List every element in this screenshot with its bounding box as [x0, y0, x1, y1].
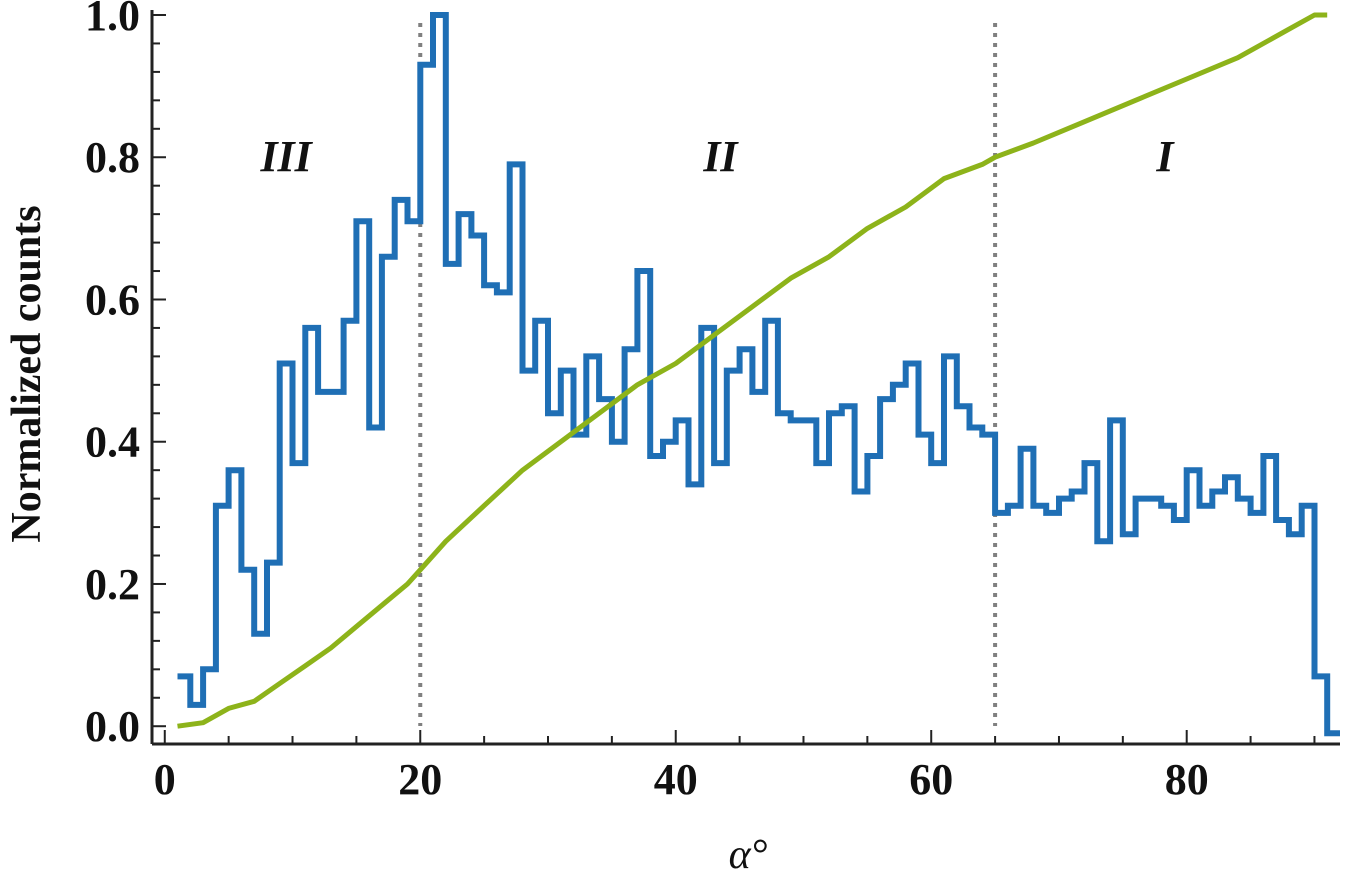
x-tick-label: 60: [909, 755, 953, 804]
x-tick-label: 0: [154, 755, 176, 804]
y-tick-label: 0.8: [85, 133, 140, 182]
x-tick-label: 20: [398, 755, 442, 804]
x-axis-title: α°: [729, 832, 768, 878]
series-layer: [177, 12, 1340, 737]
region-labels: III II I: [259, 132, 1175, 181]
y-axis-title: Normalized counts: [4, 205, 50, 542]
region-label: III: [259, 132, 313, 181]
x-tick-label: 80: [1165, 755, 1209, 804]
region-label: I: [1155, 132, 1175, 181]
region-label: II: [702, 132, 739, 181]
y-tick-label: 1.0: [85, 0, 140, 40]
y-ticks: 0.0 0.2 0.4 0.6 0.8 1.0: [85, 0, 166, 751]
histogram-series: [177, 12, 1340, 737]
x-ticks: 0 20 40 60 80: [154, 730, 1316, 804]
y-tick-label: 0.6: [85, 275, 140, 324]
cumulative-series: [177, 12, 1328, 729]
region-dividers: [418, 23, 998, 726]
y-tick-label: 0.4: [85, 418, 140, 467]
y-tick-label: 0.2: [85, 560, 140, 609]
axes: 0 20 40 60 80 0.0 0.2 0.4 0.6 0.8 1.0: [85, 0, 1340, 804]
y-tick-label: 0.0: [85, 702, 140, 751]
x-tick-label: 40: [654, 755, 698, 804]
